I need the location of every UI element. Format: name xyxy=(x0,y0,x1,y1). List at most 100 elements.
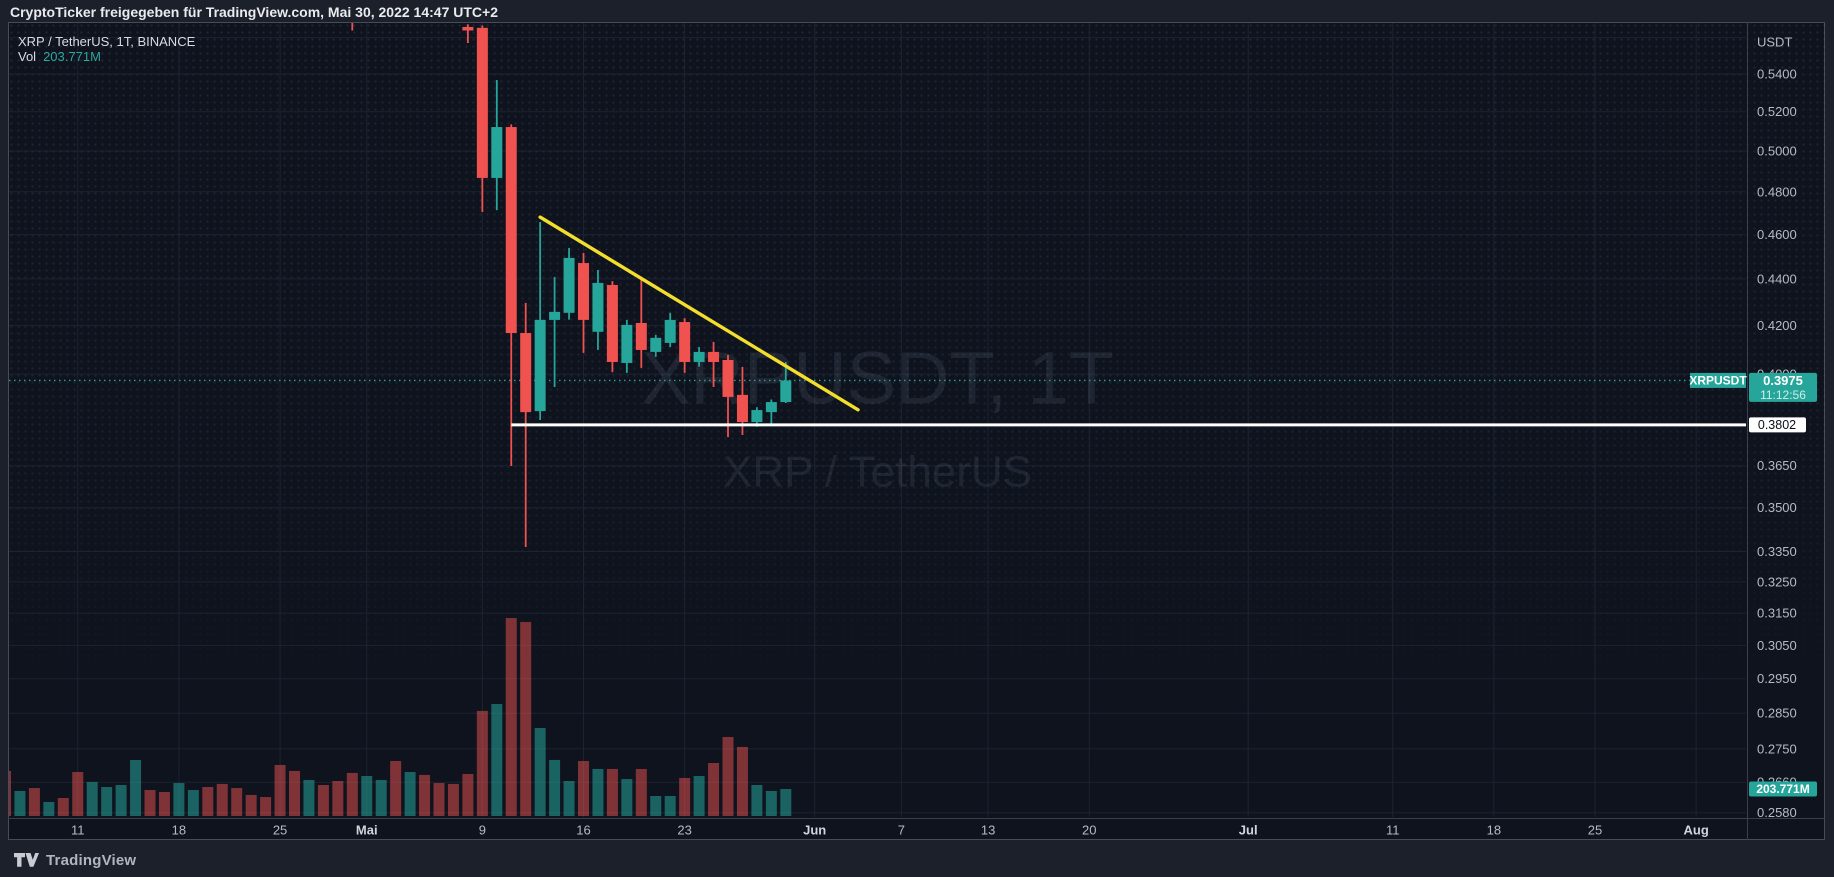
volume-bar xyxy=(86,781,98,816)
time-tick-label: 16 xyxy=(576,823,590,838)
volume-bar xyxy=(592,768,604,816)
price-tick-label: 0.3350 xyxy=(1757,544,1797,559)
volume-bar xyxy=(346,772,358,816)
legend-volume-row[interactable]: Vol 203.771M xyxy=(18,49,195,64)
time-tick-label: 20 xyxy=(1082,823,1096,838)
time-tick-label: Aug xyxy=(1684,823,1709,838)
volume-bar xyxy=(520,622,532,816)
price-tick-label: 0.4400 xyxy=(1757,271,1797,286)
time-tick-label: 9 xyxy=(479,823,486,838)
symbol-label-badge xyxy=(1690,372,1746,388)
price-axis-currency-label: USDT xyxy=(1757,35,1792,50)
volume-bar xyxy=(664,795,676,816)
tradingview-branding[interactable]: TradingView xyxy=(13,848,136,872)
price-tick-label: 0.5200 xyxy=(1757,104,1797,119)
candle-body xyxy=(751,410,763,423)
candle-body xyxy=(505,127,517,334)
candle-countdown-timer: 11:12:56 xyxy=(1760,388,1806,402)
price-tick-label: 0.3150 xyxy=(1757,606,1797,621)
support-price-badge xyxy=(1749,417,1806,433)
volume-bar xyxy=(491,704,503,816)
candle-body xyxy=(578,263,589,320)
candle-body xyxy=(736,394,748,423)
time-tick-label: 13 xyxy=(981,823,995,838)
candle-body xyxy=(780,380,792,403)
attribution-text: CryptoTicker freigegeben für TradingView… xyxy=(10,4,498,20)
price-tick-label: 0.2950 xyxy=(1757,671,1797,686)
candle-body xyxy=(476,27,488,178)
support-price-badge-value: 0.3802 xyxy=(1758,418,1796,432)
time-tick-label: Jun xyxy=(803,823,826,838)
volume-bar xyxy=(14,790,26,816)
plot-area[interactable] xyxy=(0,19,1746,816)
volume-bar xyxy=(101,786,113,816)
volume-bar xyxy=(9,770,11,816)
candle-body xyxy=(635,322,647,350)
volume-bar xyxy=(534,728,546,816)
last-price-badge xyxy=(1749,372,1817,402)
price-tick-label: 0.3500 xyxy=(1757,500,1797,515)
candle-body xyxy=(563,257,575,313)
volume-bar xyxy=(578,761,589,816)
trendline-drawing[interactable] xyxy=(538,215,860,412)
volume-bar xyxy=(202,786,214,816)
price-tick-label: 0.3650 xyxy=(1757,458,1797,473)
price-tick-label: 0.2750 xyxy=(1757,741,1797,756)
price-tick-label: 0.5000 xyxy=(1757,143,1797,158)
price-tick-label: 0.3050 xyxy=(1757,638,1797,653)
volume-bar xyxy=(332,781,344,816)
last-price-badge-value: 0.3975 xyxy=(1763,373,1803,388)
volume-bar xyxy=(736,746,748,816)
pane-borders xyxy=(8,22,1825,840)
volume-bar xyxy=(115,784,127,816)
time-tick-label: 11 xyxy=(71,823,85,838)
symbol-label-badge-text: XRPUSDT xyxy=(1689,373,1747,387)
volume-bar xyxy=(390,761,402,816)
candle-body xyxy=(534,319,546,412)
candle-body xyxy=(708,351,720,362)
candle-body xyxy=(606,284,618,362)
volume-bar xyxy=(679,777,691,816)
volume-bar xyxy=(722,737,734,816)
tradingview-logo-text: TradingView xyxy=(46,851,137,869)
candle-series xyxy=(462,24,792,548)
volume-bar xyxy=(708,762,720,816)
candle-body xyxy=(722,360,734,397)
volume-bar xyxy=(274,764,286,816)
volume-bar xyxy=(462,773,474,816)
price-tick-label: 0.2850 xyxy=(1757,706,1797,721)
candle-body xyxy=(664,319,676,343)
time-tick-label: 18 xyxy=(1487,823,1501,838)
volume-bar xyxy=(780,788,792,816)
price-axis[interactable]: USDT 0.5400 0.5200 0.5000 0.4800 0.4600 0.4400… xyxy=(1757,35,1797,821)
legend-symbol-row[interactable]: XRP / TetherUS, 1T, BINANCE xyxy=(18,34,195,49)
volume-bar xyxy=(447,783,459,816)
volume-bar xyxy=(173,783,185,816)
chart-widget[interactable] xyxy=(8,22,1825,840)
volume-bar xyxy=(650,795,662,816)
time-tick-label: Mai xyxy=(356,823,378,838)
price-tick-label: 0.4200 xyxy=(1757,318,1797,333)
candle-body xyxy=(621,324,633,363)
volume-badge-value: 203.771M xyxy=(1756,782,1809,796)
chart-legend: XRP / TetherUS, 1T, BINANCE Vol 203.771M xyxy=(18,34,195,64)
gridlines xyxy=(9,23,1746,817)
volume-bar xyxy=(361,775,373,816)
volume-bar xyxy=(158,792,170,816)
volume-bar xyxy=(549,759,561,816)
price-tick-label: 0.5400 xyxy=(1757,67,1797,82)
volume-bar xyxy=(289,770,300,816)
volume-bar xyxy=(28,788,40,816)
volume-badge xyxy=(1749,781,1817,797)
price-tick-label: 0.2580 xyxy=(1757,805,1797,820)
candle-body xyxy=(549,311,561,320)
candle-body xyxy=(693,351,705,362)
volume-bar xyxy=(693,775,705,816)
volume-bar xyxy=(606,768,618,816)
volume-bar xyxy=(505,618,517,816)
time-tick-label: 25 xyxy=(1588,823,1602,838)
time-axis[interactable]: 11 18 25 Mai 9 16 23 Jun 7 13 20 Jul 11 18 25 Aug xyxy=(71,823,1709,838)
volume-bar xyxy=(130,759,142,816)
